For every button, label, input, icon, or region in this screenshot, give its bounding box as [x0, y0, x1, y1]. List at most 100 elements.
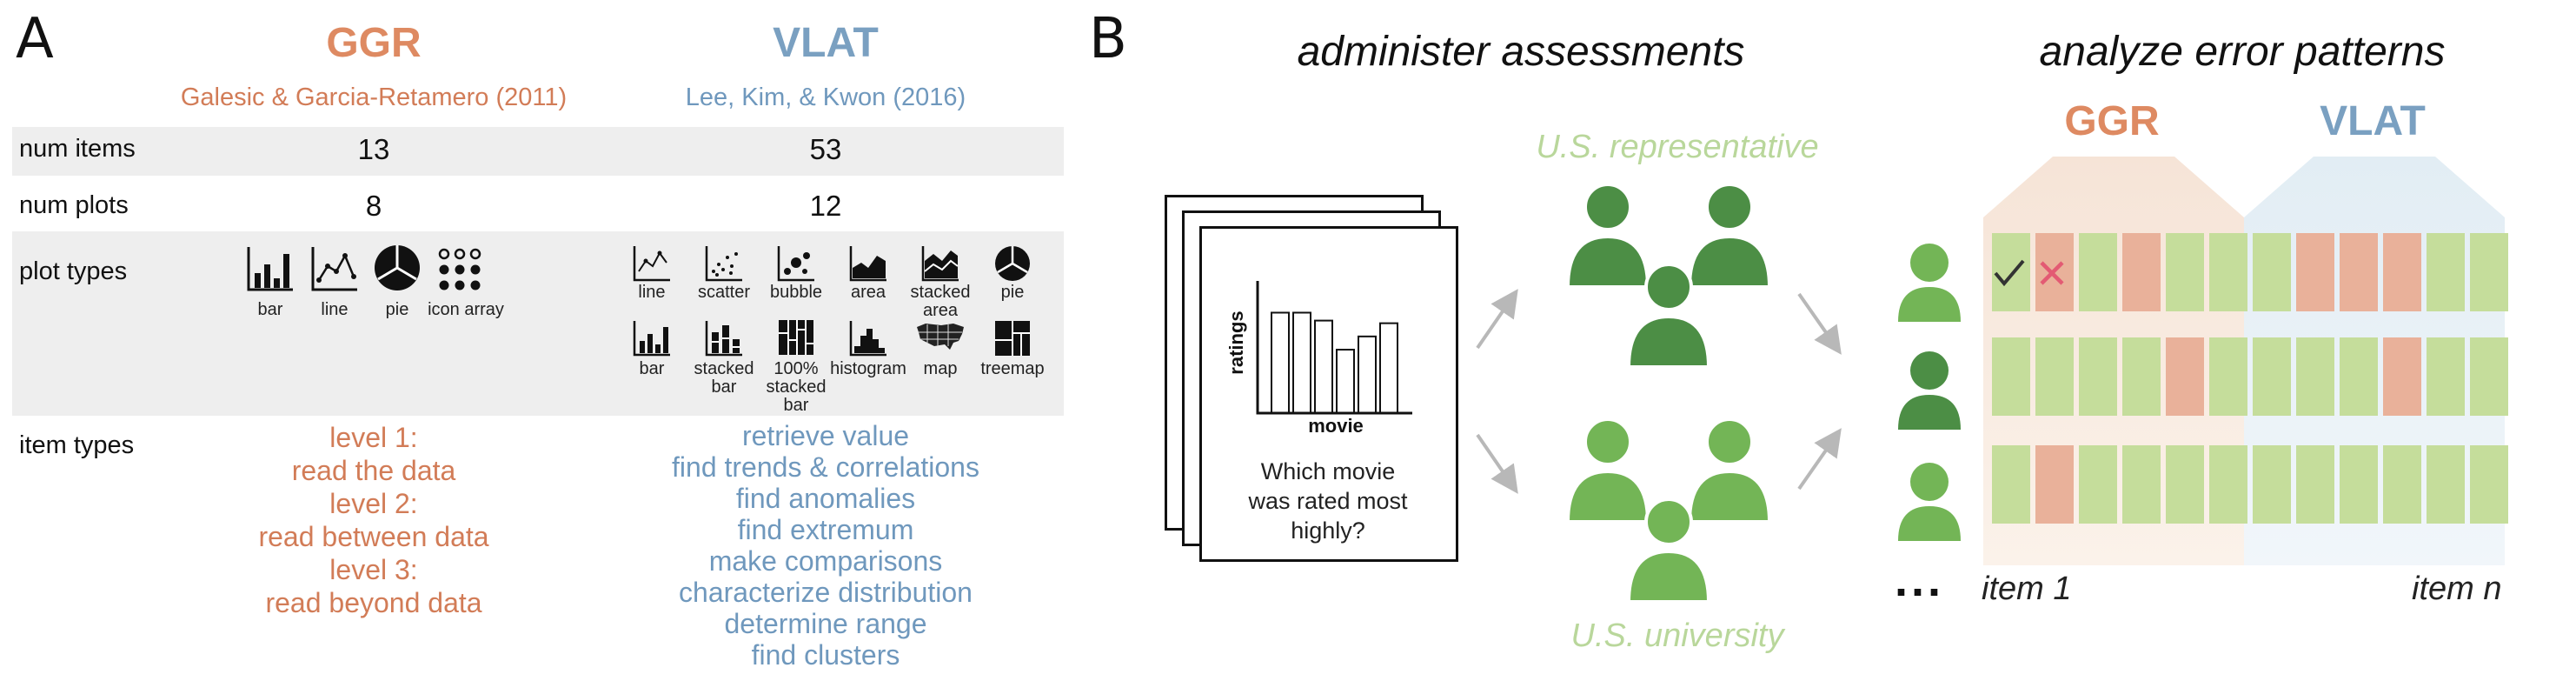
correct-cell — [2079, 233, 2117, 311]
vlat-item-type: find clusters — [751, 639, 900, 671]
cross-icon — [2036, 257, 2068, 293]
ggr-plot-type-label: line — [321, 300, 349, 319]
vlat-item-types: retrieve value find trends & correlation… — [634, 420, 1017, 671]
sample-chart-ylabel: ratings — [1225, 310, 1247, 375]
bar-chart-icon — [246, 245, 295, 292]
correct-cell — [2209, 233, 2247, 311]
row-band-num-items — [12, 127, 1064, 176]
person-body — [1565, 469, 1650, 524]
people-group-icon — [1565, 183, 1772, 369]
histogram-icon — [849, 320, 887, 357]
ggr-heading: GGR — [326, 20, 422, 66]
people-group-icon — [1565, 417, 1772, 604]
ggr-item-types: level 1: read the data level 2: read bet… — [217, 421, 530, 619]
participant-icon — [1898, 463, 1961, 541]
ggr-num-items: 13 — [357, 133, 390, 165]
correct-cell — [2209, 445, 2247, 524]
row-band-plot-types — [12, 231, 1064, 416]
percent-stacked-bar-icon — [777, 318, 815, 357]
map-icon — [915, 322, 966, 351]
vlat-plot-type-label: treemap — [980, 359, 1045, 378]
vlat-plot-type-label: pie — [1000, 283, 1025, 302]
correct-cell — [2470, 233, 2508, 311]
error-matrix — [1983, 233, 2513, 553]
vlat-item-type: find trends & correlations — [672, 451, 979, 483]
correct-cell — [2427, 233, 2465, 311]
ggr-item-type: level 3: — [329, 554, 418, 585]
correct-cell — [2427, 337, 2465, 416]
person-body — [1687, 469, 1772, 524]
vlat-plot-type-label: stacked bar — [694, 359, 754, 397]
correct-cell — [2122, 337, 2161, 416]
vlat-plot-type-label: 100% stacked bar — [766, 359, 827, 415]
correct-cell — [2296, 445, 2334, 524]
vlat-plot-type-label: bar — [639, 359, 665, 378]
test-card-front: ratings movie Which movie was rated most… — [1199, 226, 1458, 562]
participant-icon — [1898, 244, 1961, 322]
stacked-bar-chart-icon — [705, 320, 743, 357]
ggr-item-type: level 1: — [329, 422, 418, 453]
correct-cell — [2166, 445, 2204, 524]
vlat-item-type: find anomalies — [735, 483, 916, 514]
correct-cell — [1992, 445, 2030, 524]
ggr-num-plots: 8 — [365, 190, 382, 222]
correct-cell — [2427, 445, 2465, 524]
person-body — [1687, 234, 1772, 289]
error-cell — [2383, 233, 2421, 311]
correct-cell — [2253, 233, 2291, 311]
vlat-num-plots: 12 — [809, 190, 842, 222]
ggr-item-type: level 2: — [329, 488, 418, 519]
error-cell — [2383, 337, 2421, 416]
vlat-plot-type-label: scatter — [697, 283, 751, 302]
person-head — [1583, 417, 1632, 466]
area-chart-icon — [849, 245, 887, 282]
correct-cell — [1992, 233, 2030, 311]
correct-cell — [2253, 337, 2291, 416]
administer-assessments-title: administer assessments — [1297, 29, 1745, 75]
analyze-error-patterns-title: analyze error patterns — [2039, 29, 2446, 75]
sample-bar — [1336, 349, 1355, 414]
vlat-matrix-heading: VLAT — [2320, 98, 2426, 144]
error-cell — [2122, 233, 2161, 311]
correct-cell — [2035, 337, 2074, 416]
line-chart-icon — [310, 245, 359, 292]
person-head — [1583, 183, 1632, 231]
ggr-citation: Galesic & Garcia-Retamero (2011) — [180, 83, 568, 111]
error-cell — [2035, 445, 2074, 524]
correct-cell — [2296, 337, 2334, 416]
pie-chart-icon — [994, 245, 1031, 282]
correct-cell — [2079, 445, 2117, 524]
vlat-citation: Lee, Kim, & Kwon (2016) — [685, 83, 966, 111]
group-label-representative: U.S. representative — [1536, 129, 1819, 165]
correct-cell — [2122, 445, 2161, 524]
row-label-num-plots: num plots — [19, 191, 129, 219]
correct-cell — [2079, 337, 2117, 416]
vlat-plot-type-label: histogram — [830, 359, 906, 378]
error-cell — [2166, 337, 2204, 416]
vlat-plot-type-label: area — [850, 283, 886, 302]
correct-cell — [2166, 233, 2204, 311]
ggr-item-type: read beyond data — [265, 587, 482, 618]
person-head — [1644, 263, 1693, 311]
item-first-label: item 1 — [1982, 571, 2072, 607]
sample-bar — [1271, 311, 1290, 414]
line-chart-icon — [633, 245, 671, 282]
sample-chart-xlabel: movie — [1308, 415, 1364, 437]
vlat-item-type: retrieve value — [741, 420, 910, 451]
vlat-item-type: make comparisons — [708, 545, 943, 577]
correct-cell — [2383, 445, 2421, 524]
correct-cell — [2253, 445, 2291, 524]
ggr-item-type: read the data — [291, 455, 456, 486]
sample-bar — [1358, 335, 1377, 414]
treemap-icon — [994, 320, 1031, 357]
ggr-plot-type-label: bar — [257, 300, 283, 319]
correct-cell — [2470, 445, 2508, 524]
scatter-plot-icon — [705, 245, 743, 282]
correct-cell — [2340, 337, 2378, 416]
ellipsis: ... — [1895, 554, 1945, 606]
person-head — [1705, 183, 1754, 231]
vlat-plot-type-label: map — [923, 359, 958, 378]
error-cell — [2296, 233, 2334, 311]
arrows — [1476, 289, 1842, 494]
bubble-chart-icon — [777, 245, 815, 282]
